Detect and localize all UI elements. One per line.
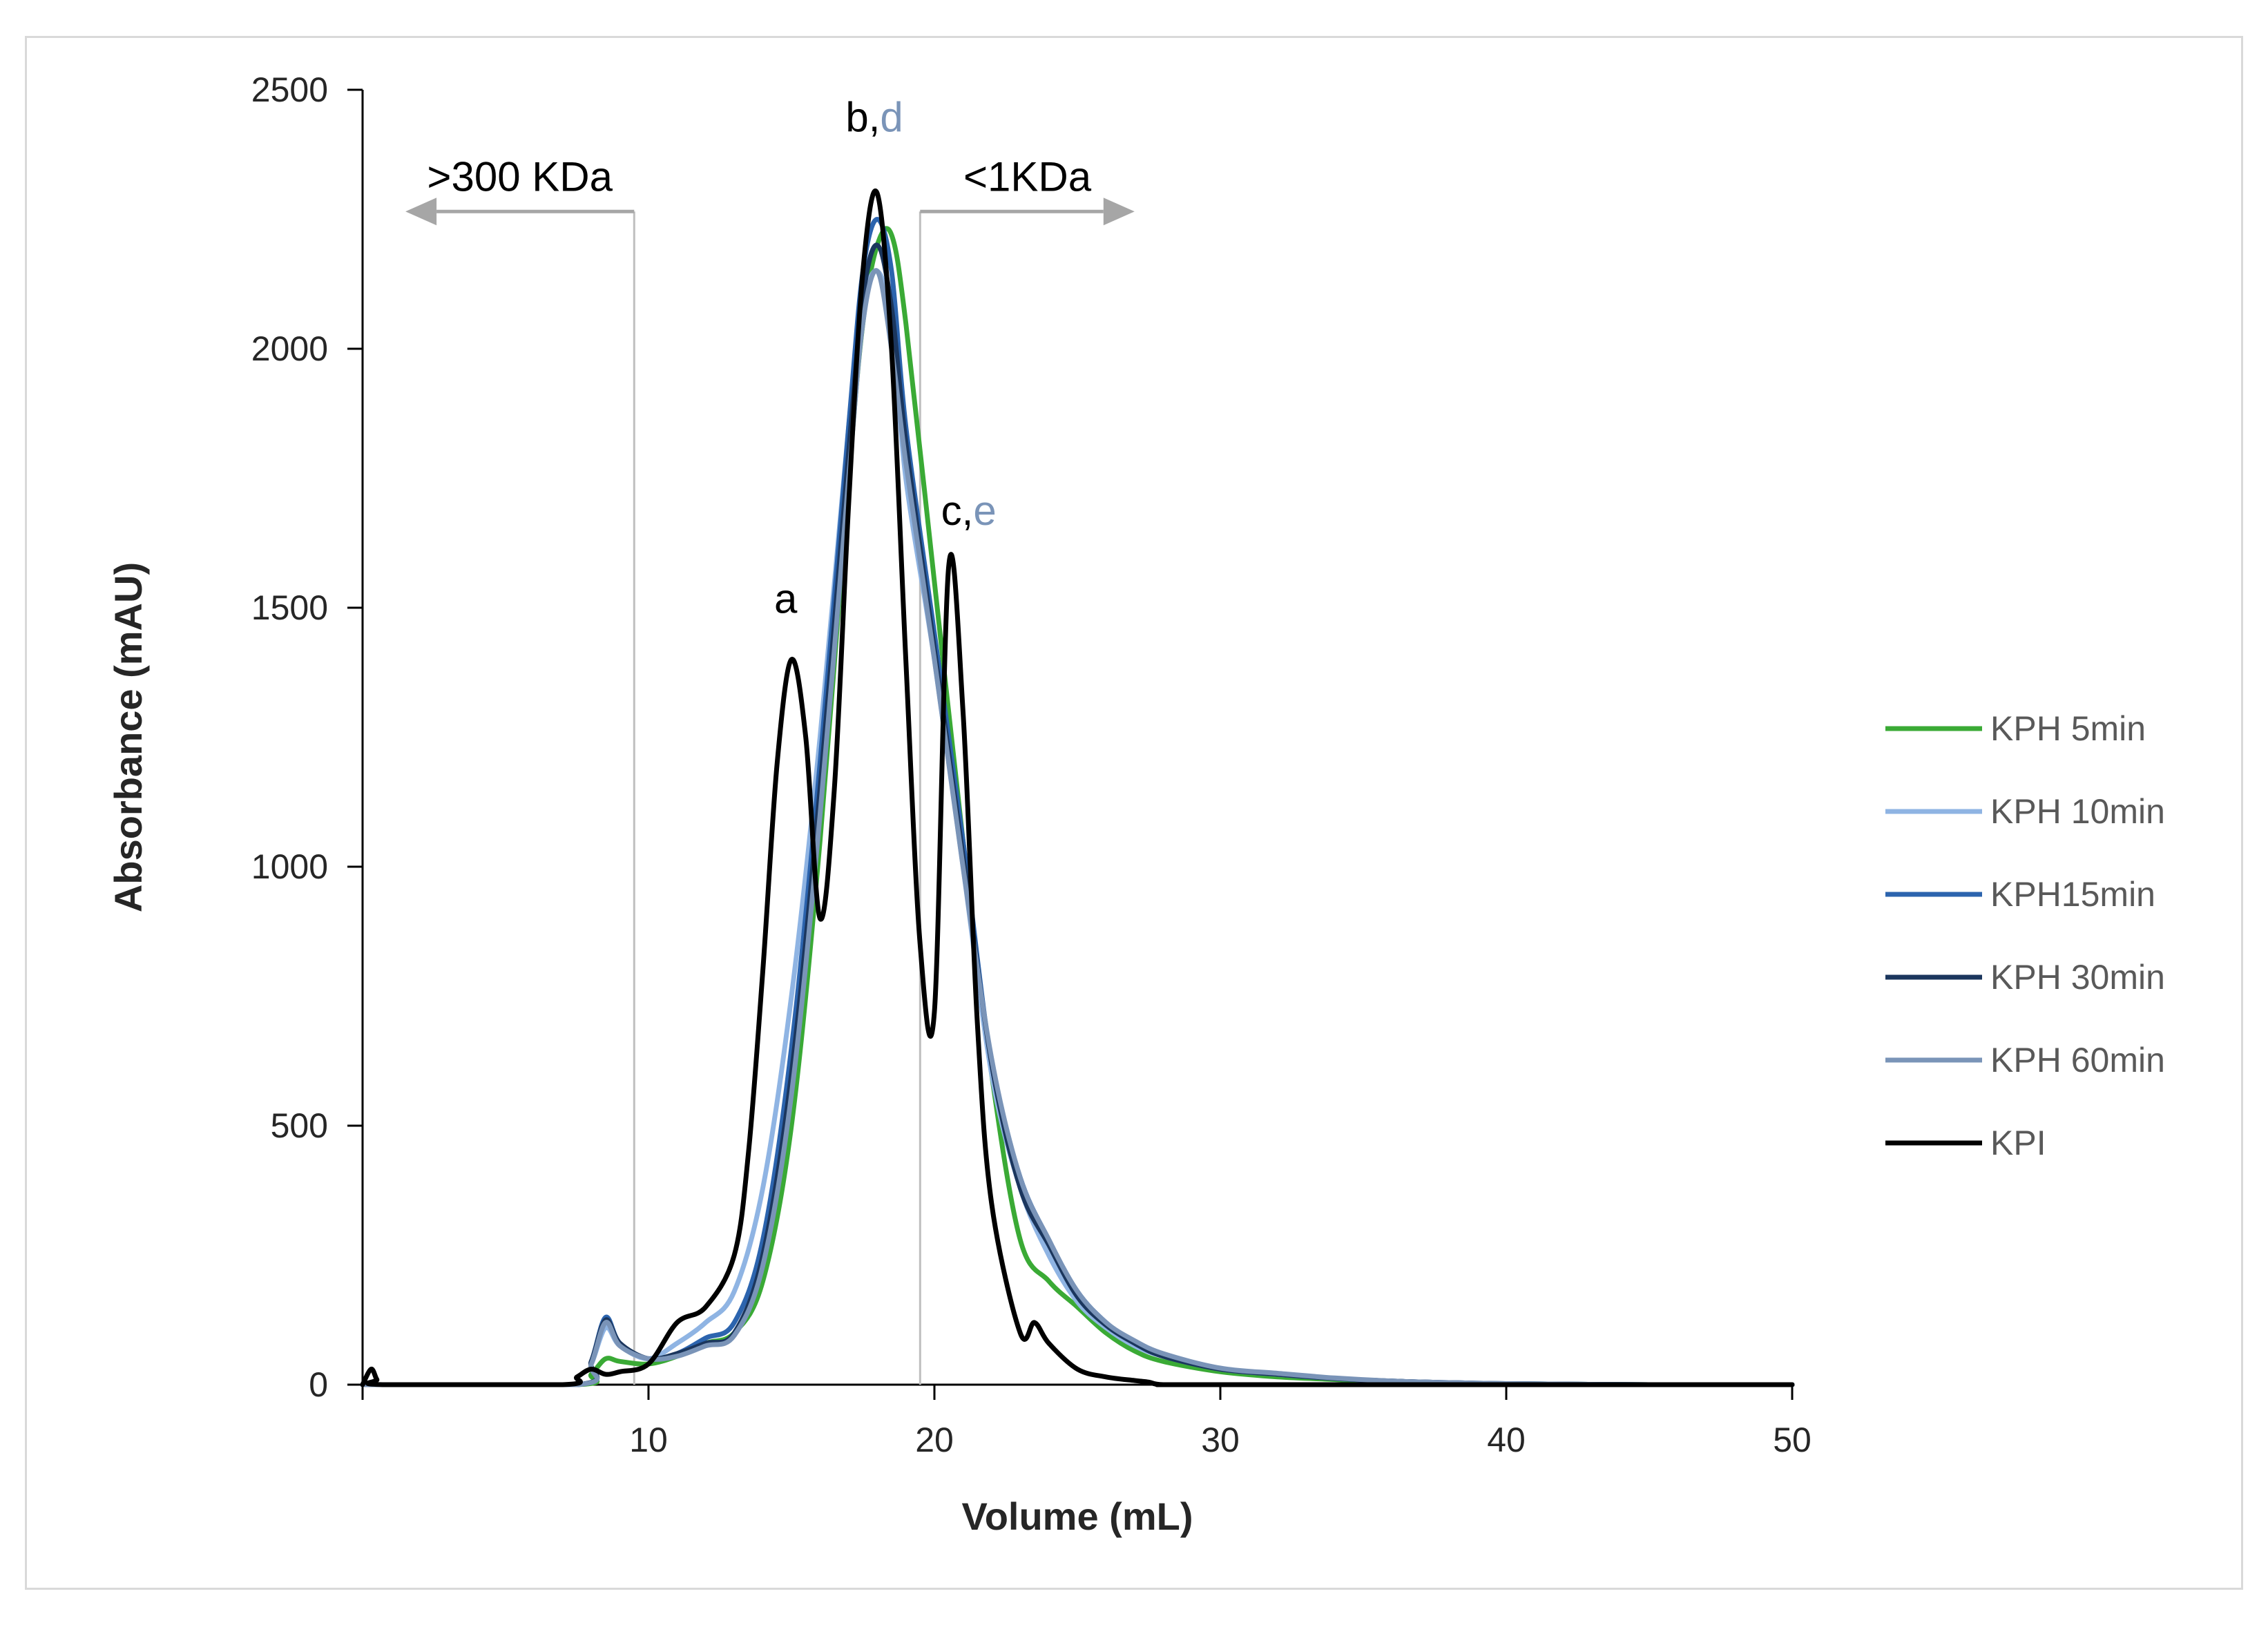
annotation-arrow-head	[405, 198, 437, 226]
legend-label: KPI	[1990, 1124, 2046, 1162]
peak-label-part: d	[880, 94, 903, 140]
series-line-kph15min	[360, 217, 1795, 1387]
y-tick-label: 1000	[251, 847, 328, 886]
legend-label: KPH 5min	[1990, 709, 2146, 748]
series-line-kph-10min	[360, 268, 1795, 1387]
x-tick-label: 10	[629, 1421, 668, 1459]
x-tick-label: 30	[1201, 1421, 1240, 1459]
x-tick-label: 50	[1773, 1421, 1811, 1459]
legend-label: KPH 60min	[1990, 1041, 2165, 1079]
annotation-label: >300 KDa	[427, 153, 613, 200]
legend-label: KPH 10min	[1990, 792, 2165, 831]
series-line-kpi	[360, 188, 1795, 1387]
legend-label: KPH 30min	[1990, 958, 2165, 997]
annotation-label: <1KDa	[963, 153, 1092, 200]
chart-frame	[25, 36, 2243, 1590]
y-tick-label: 2000	[251, 329, 328, 368]
x-axis-title: Volume (mL)	[962, 1494, 1193, 1538]
peak-label: a	[774, 576, 798, 622]
y-tick-label: 1500	[251, 588, 328, 627]
peak-label-part: e	[973, 488, 996, 534]
y-tick-label: 2500	[251, 70, 328, 109]
series-line-kph-30min	[360, 242, 1795, 1387]
x-tick-label: 20	[915, 1421, 954, 1459]
y-axis-title: Absorbance (mAU)	[106, 562, 150, 912]
peak-label: c,e	[941, 488, 997, 534]
peak-label: b,d	[845, 94, 903, 140]
legend-label: KPH15min	[1990, 875, 2155, 914]
x-tick-label: 40	[1487, 1421, 1526, 1459]
annotation-arrow-head	[1103, 198, 1135, 226]
peak-label-part: c,	[941, 488, 974, 534]
y-tick-label: 0	[309, 1365, 328, 1404]
series-line-kph-5min	[360, 226, 1795, 1387]
peak-label-part: b,	[845, 94, 880, 140]
series-line-kph-60min	[360, 268, 1795, 1387]
y-tick-label: 500	[271, 1106, 328, 1145]
